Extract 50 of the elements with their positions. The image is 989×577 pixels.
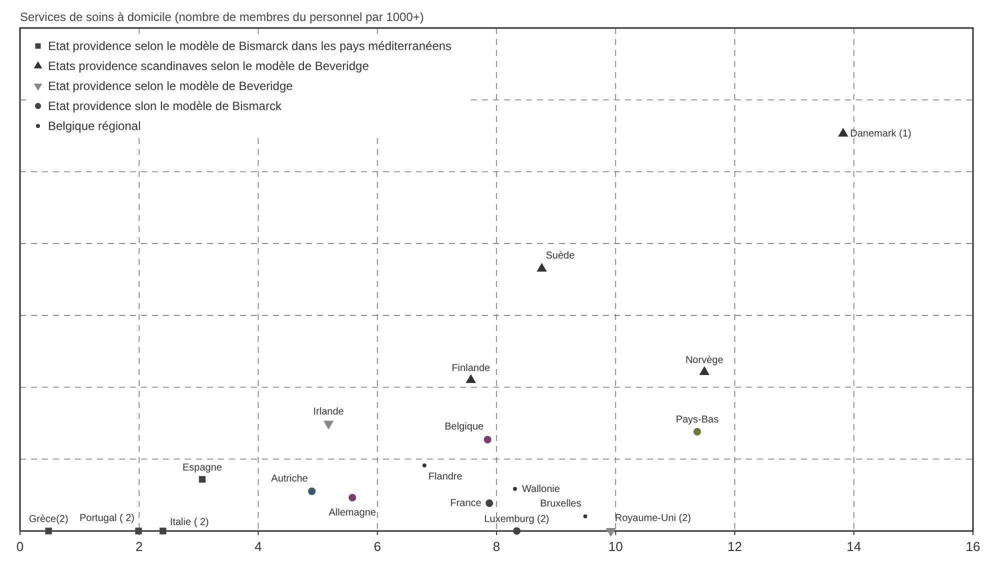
legend-label: Etats providence scandinaves selon le modèle de Beveridge [48,59,370,73]
point [838,128,848,137]
annotation: Espagne [182,462,222,474]
annotation: Danemark (1) [850,128,912,140]
point [484,436,492,444]
point [466,374,476,383]
annotation: Suède [546,250,576,262]
annotation: Pays-Bas [676,414,719,426]
annotation: Allemagne [328,508,376,519]
annotation: Autriche [271,473,308,484]
annotation: France [450,498,482,510]
point [45,528,52,534]
x-tick-label: 4 [254,539,262,554]
annotation: Wallonie [522,484,560,495]
annotation: Italie ( 2) [170,517,209,528]
x-tick-label: 6 [374,539,381,554]
x-tick-label: 10 [608,539,623,554]
point [583,514,588,518]
annotation: Luxemburg (2) [484,514,550,525]
annotation: Norvège [685,355,724,366]
legend-label: Etat providence selon le modèle de Beveridge [48,79,294,93]
point [606,528,616,537]
x-tick-label: 8 [492,539,500,554]
point [536,262,547,272]
point [693,428,702,436]
chart-title: Services de soins à domicile (nombre de membres du personnel par 1000+) [20,10,424,24]
legend-label: Etat providence selon le modèle de Bismarck dans les pays méditerranéens [48,39,452,53]
annotation: Grèce(2) [28,514,68,525]
point [308,487,316,496]
annotation: Bruxelles [540,498,582,510]
x-tick-label: 0 [16,539,24,554]
x-tick-label: 12 [728,539,742,554]
legend-label: Etat providence slon le modèle de Bismarck [48,99,282,113]
legend-label: Belgique régional [48,119,141,133]
x-tick-label: 2 [136,539,143,554]
annotation: Finlande [452,363,491,374]
x-tick-label: 14 [846,539,862,554]
point [422,463,426,468]
point [513,486,517,491]
point [198,476,206,483]
point [699,366,710,375]
annotation: Irlande [313,406,344,418]
annotation: Royaume-Uni (2) [614,513,691,524]
annotation: Portugal ( 2) [80,513,135,524]
point [135,528,142,534]
annotation: Belgique [444,422,484,433]
point [348,494,356,502]
x-tick-label: 16 [966,539,980,554]
point [160,528,166,534]
annotation: Flandre [428,471,463,482]
